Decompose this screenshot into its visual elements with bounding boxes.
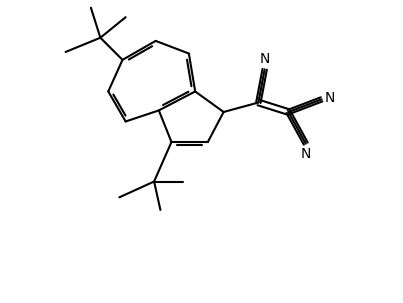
Text: N: N [301,147,311,161]
Text: N: N [325,91,335,105]
Text: N: N [260,52,270,66]
